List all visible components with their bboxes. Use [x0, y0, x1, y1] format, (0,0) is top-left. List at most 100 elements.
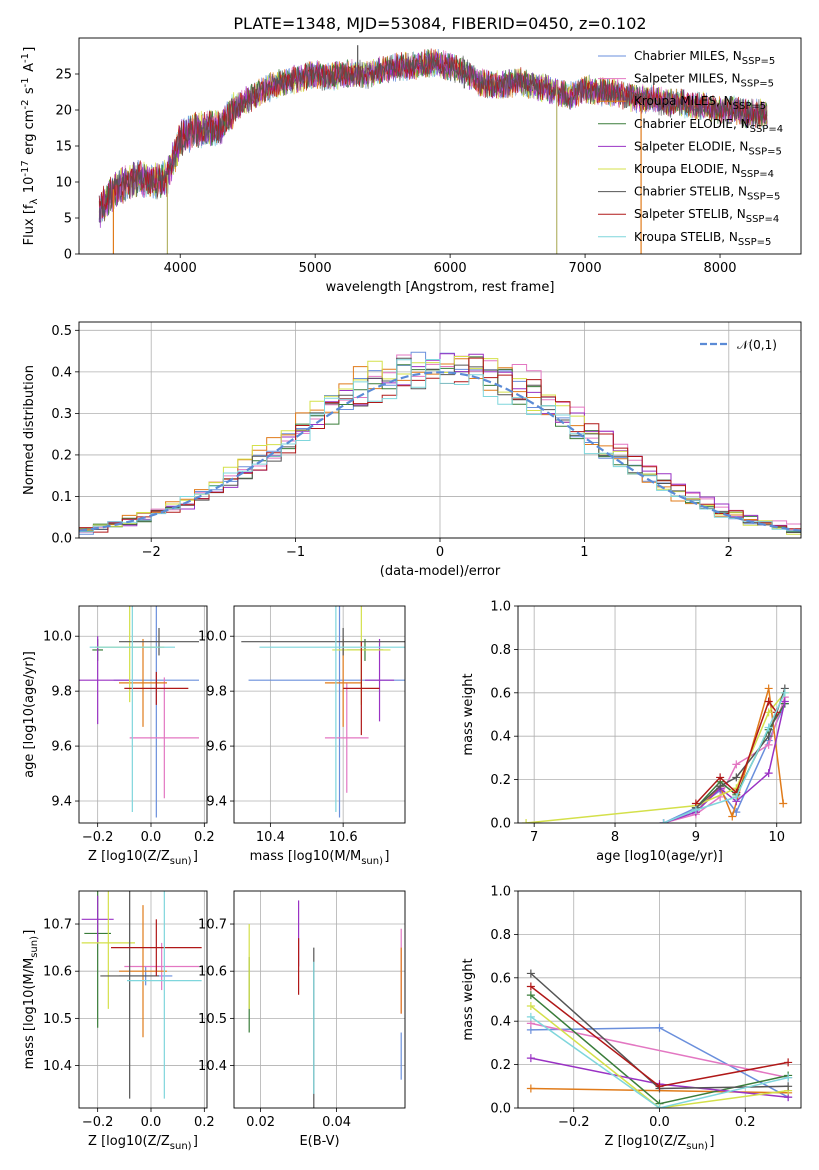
errorbar-point [100, 891, 159, 1099]
label-part: Z [log10(Z/Z [88, 1134, 170, 1149]
label-part: ] [22, 47, 37, 52]
y-tick-label: 0.0 [51, 532, 72, 547]
label-part: erg cm [22, 110, 37, 159]
weight-marker [526, 969, 535, 978]
label-part: SSP=4 [746, 214, 779, 225]
y-tick-label: 10.0 [43, 630, 72, 645]
weight-marker [728, 812, 737, 821]
plot-area-age_vs_mass [241, 606, 405, 818]
label-part: Chabrier ELODIE, N [634, 117, 750, 131]
errorbar-point [343, 641, 380, 736]
label-part: SSP=4 [750, 124, 783, 135]
x-axis-label: Z [log10(Z/Zsun) ] [88, 1134, 198, 1152]
errorbar-point [324, 682, 369, 793]
label-part: Z [log10(Z/Z [605, 1134, 687, 1149]
axes-frame [517, 605, 802, 824]
weight-marker [526, 1084, 535, 1093]
x-tick-label: 9 [692, 830, 700, 845]
label-part: ] [22, 930, 37, 935]
errorbar-point [124, 671, 189, 705]
figure-title: PLATE=1348, MJD=53084, FIBERID=0450, z=0… [233, 14, 646, 33]
y-tick-label: 20 [55, 104, 72, 119]
x-tick-label: 7000 [569, 261, 602, 276]
label-part: mass [log10(M/M [22, 958, 37, 1070]
x-axis-label: mass [log10(M/Msun) ] [250, 849, 390, 867]
weight-line [663, 703, 786, 823]
y-tick-label: 1.0 [490, 885, 511, 900]
label-part: -17 [20, 160, 31, 176]
errorbar-point [89, 606, 175, 813]
weight-marker [526, 1054, 535, 1063]
x-axis-label: (data-model)/error [380, 564, 501, 579]
legend-label: Salpeter MILES, NSSP=5 [634, 72, 775, 90]
x-tick-label: 6000 [434, 261, 467, 276]
x-axis-label: Z [log10(Z/Zsun) ] [605, 1134, 715, 1152]
label-part: Chabrier STELIB, N [634, 185, 747, 199]
y-tick-label: 9.4 [206, 795, 227, 810]
y-tick-label: 9.8 [51, 685, 72, 700]
label-part: sun) [686, 1141, 708, 1152]
x-tick-label: 8000 [703, 261, 736, 276]
axes-frame [233, 605, 406, 824]
y-tick-label: 0.4 [490, 730, 511, 745]
x-tick-label: 0.0 [141, 1115, 162, 1130]
weight-marker [764, 723, 773, 732]
label-part: Flux [f [22, 204, 37, 245]
weight-marker [784, 1082, 793, 1091]
errorbar-point [119, 905, 167, 1038]
weight-marker [526, 1002, 535, 1011]
y-tick-label: 25 [55, 68, 72, 83]
axes-frame [78, 321, 802, 539]
x-tick-label: 0.0 [649, 1115, 670, 1130]
x-tick-label: 0.2 [194, 1115, 215, 1130]
weight-marker [764, 684, 773, 693]
legend-label: Chabrier ELODIE, NSSP=4 [634, 117, 784, 135]
chart-residuals: −2 −1 0 1 2 0.0 0.1 0.2 0.3 0.4 0.5 (data-model)/er… [22, 321, 802, 579]
label-part: sun) [170, 1141, 192, 1152]
label-part: Kroupa MILES, N [634, 94, 733, 108]
x-tick-label: −0.2 [558, 1115, 590, 1130]
errorbar-point [119, 638, 167, 727]
weight-line [695, 703, 786, 809]
y-tick-label: 0.5 [51, 324, 72, 339]
weight-marker [655, 1023, 664, 1032]
y-tick-label: 0.8 [490, 643, 511, 658]
label-part: SSP=5 [748, 146, 781, 157]
label-part [774, 162, 775, 176]
weight-marker [659, 819, 668, 823]
axes-frame [78, 890, 208, 1109]
y-axis-label: mass weight [461, 958, 476, 1040]
label-part: SSP=5 [741, 79, 774, 90]
label-part: Kroupa ELODIE, N [634, 162, 741, 176]
y-axis-label: mass [log10(M/Msun) ] [22, 930, 40, 1070]
weight-line [530, 1016, 789, 1108]
y-tick-label: 0.2 [51, 448, 72, 463]
chart-weight_vs_age: 7 8 9 10 0.0 0.2 0.4 0.6 0.8 1.0 age [log10(age/yr… [461, 600, 802, 864]
y-tick-label: 10.5 [198, 1012, 227, 1027]
weight-line [663, 701, 786, 823]
label-part: mass weight [461, 958, 476, 1040]
plot-area-weight_vs_age [522, 684, 789, 823]
label-part [774, 72, 775, 86]
y-tick-label: 10.4 [198, 1059, 227, 1074]
weight-line [530, 1022, 789, 1079]
y-tick-label: 9.6 [206, 740, 227, 755]
y-tick-label: 9.8 [206, 685, 227, 700]
plot-area-weight_vs_Z [526, 969, 793, 1108]
y-tick-label: 0.2 [490, 1058, 511, 1073]
chart-mass_vs_Z: −0.2 0.0 0.210.410.510.610.7Z [log10(Z/Zsu… [22, 890, 215, 1152]
legend-label: Kroupa STELIB, NSSP=5 [634, 230, 773, 248]
label-part: ] [384, 849, 389, 864]
label-part: sun) [361, 856, 383, 867]
x-tick-label: −2 [142, 545, 161, 560]
x-tick-label: 8 [611, 830, 619, 845]
x-tick-label: 4000 [164, 261, 197, 276]
label-part [766, 94, 767, 108]
weight-marker [526, 982, 535, 991]
label-part: wavelength [Angstrom, rest frame] [326, 280, 555, 295]
weight-marker [716, 782, 725, 791]
weight-marker [526, 991, 535, 1000]
y-tick-label: 9.6 [51, 740, 72, 755]
legend-label: Chabrier MILES, NSSP=5 [634, 49, 776, 67]
x-tick-label: 10.4 [256, 830, 285, 845]
